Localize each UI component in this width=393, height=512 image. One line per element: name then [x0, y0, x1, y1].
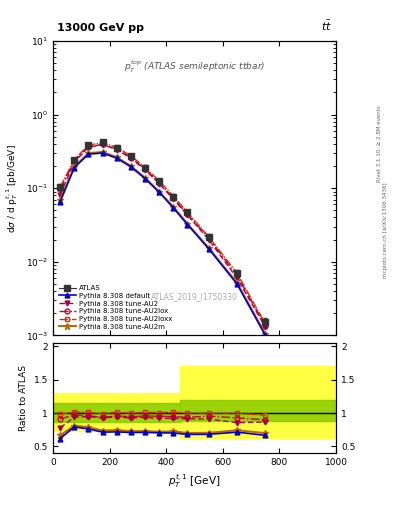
Pythia 8.308 tune-AU2m [206, 245, 211, 251]
Pythia 8.308 tune-AU2loxx [86, 142, 91, 148]
Pythia 8.308 default [129, 164, 133, 170]
Pythia 8.308 tune-AU2loxx [171, 193, 176, 199]
Pythia 8.308 tune-AU2 [72, 159, 77, 165]
Pythia 8.308 tune-AU2lox [58, 186, 62, 193]
Pythia 8.308 tune-AU2 [206, 237, 211, 243]
Pythia 8.308 tune-AU2lox [114, 146, 119, 152]
Pythia 8.308 tune-AU2 [235, 275, 239, 281]
Pythia 8.308 tune-AU2loxx [263, 321, 268, 327]
Pythia 8.308 tune-AU2loxx [100, 140, 105, 146]
Text: Rivet 3.1.10, ≥ 2.8M events: Rivet 3.1.10, ≥ 2.8M events [377, 105, 382, 182]
Pythia 8.308 default [185, 222, 190, 228]
Pythia 8.308 tune-AU2m [157, 188, 162, 195]
Text: ATLAS_2019_I1750330: ATLAS_2019_I1750330 [151, 292, 238, 302]
Pythia 8.308 tune-AU2 [100, 142, 105, 148]
Pythia 8.308 tune-AU2lox [72, 158, 77, 164]
Pythia 8.308 tune-AU2 [185, 212, 190, 218]
Pythia 8.308 tune-AU2lox [86, 144, 91, 150]
Text: $t\bar{t}$: $t\bar{t}$ [321, 19, 332, 33]
Pythia 8.308 tune-AU2m [72, 164, 77, 170]
Pythia 8.308 default [114, 155, 119, 161]
Pythia 8.308 default [206, 246, 211, 252]
Pythia 8.308 default [143, 176, 147, 182]
Pythia 8.308 tune-AU2m [235, 280, 239, 286]
Pythia 8.308 tune-AU2 [263, 324, 268, 330]
Y-axis label: Ratio to ATLAS: Ratio to ATLAS [19, 365, 28, 431]
Line: Pythia 8.308 tune-AU2loxx: Pythia 8.308 tune-AU2loxx [58, 140, 268, 326]
Text: mcplots.cern.ch [arXiv:1306.3436]: mcplots.cern.ch [arXiv:1306.3436] [383, 183, 387, 278]
Pythia 8.308 default [235, 281, 239, 287]
Pythia 8.308 tune-AU2m [100, 149, 105, 155]
Pythia 8.308 default [263, 332, 268, 338]
Pythia 8.308 tune-AU2loxx [157, 178, 162, 184]
Line: Pythia 8.308 tune-AU2m: Pythia 8.308 tune-AU2m [57, 149, 268, 337]
Pythia 8.308 tune-AU2m [129, 163, 133, 169]
Pythia 8.308 tune-AU2m [86, 150, 91, 156]
Pythia 8.308 tune-AU2m [143, 175, 147, 181]
Pythia 8.308 tune-AU2m [263, 331, 268, 337]
Pythia 8.308 tune-AU2lox [235, 272, 239, 279]
Pythia 8.308 tune-AU2 [114, 146, 119, 153]
Pythia 8.308 tune-AU2loxx [129, 153, 133, 159]
Pythia 8.308 default [72, 164, 77, 170]
Pythia 8.308 tune-AU2m [114, 154, 119, 160]
Pythia 8.308 tune-AU2lox [171, 195, 176, 201]
Pythia 8.308 tune-AU2loxx [72, 157, 77, 163]
Pythia 8.308 tune-AU2m [58, 197, 62, 203]
Pythia 8.308 tune-AU2lox [263, 323, 268, 329]
Pythia 8.308 default [157, 189, 162, 195]
Pythia 8.308 default [100, 150, 105, 156]
Pythia 8.308 tune-AU2 [157, 181, 162, 187]
Pythia 8.308 tune-AU2loxx [114, 144, 119, 151]
Pythia 8.308 tune-AU2 [86, 144, 91, 151]
Pythia 8.308 tune-AU2 [129, 155, 133, 161]
Pythia 8.308 tune-AU2lox [206, 235, 211, 241]
Pythia 8.308 tune-AU2m [171, 204, 176, 210]
Pythia 8.308 default [171, 205, 176, 211]
Pythia 8.308 default [58, 199, 62, 205]
Text: 13000 GeV pp: 13000 GeV pp [57, 23, 144, 33]
Pythia 8.308 tune-AU2lox [129, 155, 133, 161]
Pythia 8.308 tune-AU2loxx [206, 233, 211, 240]
Y-axis label: d$\sigma$ / d p$_T^{t,1}$ [pb/GeV]: d$\sigma$ / d p$_T^{t,1}$ [pb/GeV] [5, 144, 20, 232]
Pythia 8.308 tune-AU2loxx [235, 270, 239, 276]
Text: $p_T^{top}$ (ATLAS semileptonic ttbar): $p_T^{top}$ (ATLAS semileptonic ttbar) [124, 59, 265, 75]
X-axis label: $p_T^{t,1}$ [GeV]: $p_T^{t,1}$ [GeV] [168, 473, 221, 490]
Pythia 8.308 tune-AU2lox [185, 211, 190, 218]
Pythia 8.308 default [86, 151, 91, 157]
Legend: ATLAS, Pythia 8.308 default, Pythia 8.308 tune-AU2, Pythia 8.308 tune-AU2lox, Py: ATLAS, Pythia 8.308 default, Pythia 8.30… [57, 283, 174, 332]
Line: Pythia 8.308 default: Pythia 8.308 default [58, 151, 268, 338]
Line: Pythia 8.308 tune-AU2: Pythia 8.308 tune-AU2 [58, 142, 268, 329]
Pythia 8.308 tune-AU2lox [100, 141, 105, 147]
Pythia 8.308 tune-AU2m [185, 221, 190, 227]
Line: Pythia 8.308 tune-AU2lox: Pythia 8.308 tune-AU2lox [58, 142, 268, 328]
Pythia 8.308 tune-AU2loxx [143, 164, 147, 170]
Pythia 8.308 tune-AU2 [171, 196, 176, 202]
Pythia 8.308 tune-AU2 [58, 191, 62, 198]
Pythia 8.308 tune-AU2lox [143, 166, 147, 172]
Pythia 8.308 tune-AU2 [143, 167, 147, 173]
Pythia 8.308 tune-AU2loxx [58, 184, 62, 190]
Pythia 8.308 tune-AU2loxx [185, 209, 190, 216]
Pythia 8.308 tune-AU2lox [157, 180, 162, 186]
